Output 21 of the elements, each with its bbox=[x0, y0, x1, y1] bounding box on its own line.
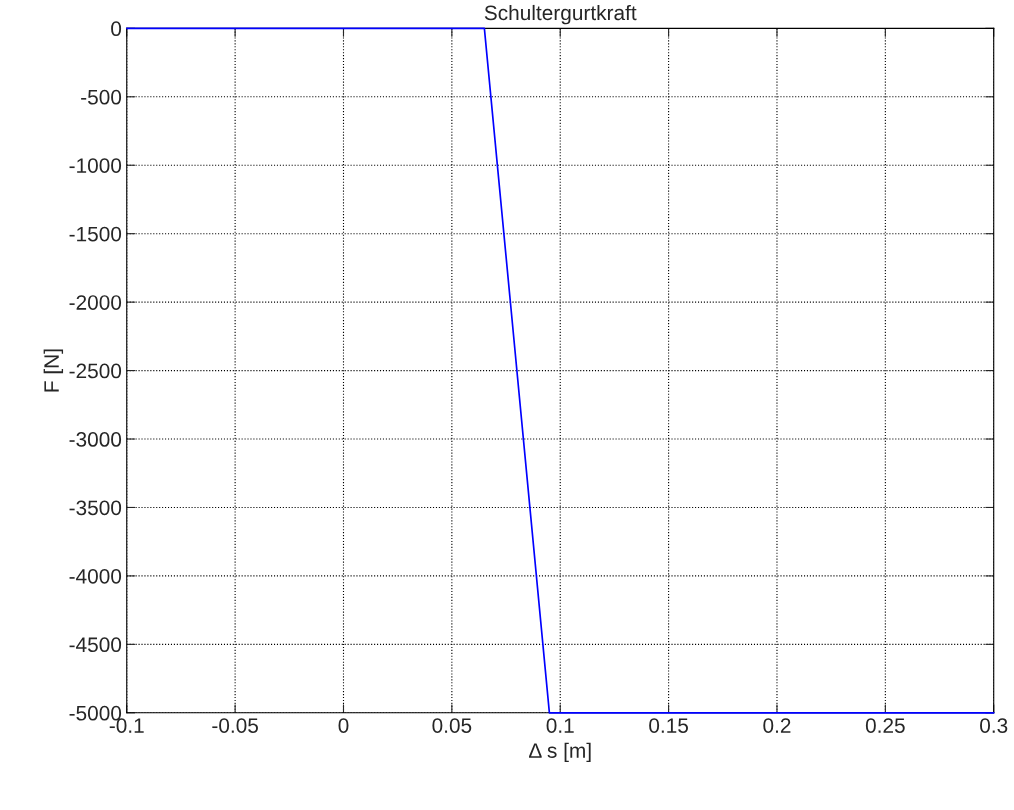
y-tick-label: -2000 bbox=[69, 295, 122, 310]
x-axis-title: Δ s [m] bbox=[529, 742, 591, 763]
y-tick-label: -500 bbox=[81, 89, 122, 105]
y-tick-label: 0 bbox=[111, 21, 122, 37]
x-tick-label: 0.1 bbox=[546, 718, 574, 733]
x-tick-label: 0.15 bbox=[649, 718, 689, 733]
x-tick-label: 0.05 bbox=[432, 718, 472, 733]
x-tick-label: -0.05 bbox=[212, 718, 258, 733]
y-tick-label: -2500 bbox=[69, 363, 122, 379]
y-tick-label: -1500 bbox=[69, 226, 122, 242]
x-tick-label: 0 bbox=[338, 718, 349, 733]
y-tick-label: -3500 bbox=[69, 500, 122, 516]
chart-title: Schultergurtkraft bbox=[484, 4, 637, 25]
x-tick-label: 0.3 bbox=[980, 718, 1008, 733]
x-tick-label: 0.25 bbox=[865, 718, 905, 733]
y-tick-label: -4500 bbox=[69, 637, 122, 653]
x-tick-label: 0.2 bbox=[763, 718, 791, 733]
y-tick-label: -1000 bbox=[69, 158, 122, 173]
y-tick-label: -4000 bbox=[69, 568, 122, 584]
y-tick-label: -3000 bbox=[69, 432, 122, 447]
y-axis-title: F [N] bbox=[43, 349, 64, 392]
